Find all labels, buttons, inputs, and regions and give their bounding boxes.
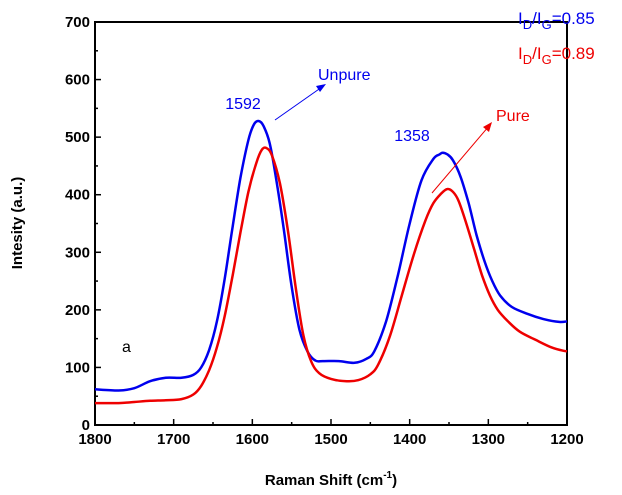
- y-tick-label: 700: [65, 14, 90, 31]
- series-line-unpure: [94, 119, 568, 392]
- x-tick-label: 1700: [157, 431, 190, 448]
- x-tick-label: 1500: [314, 431, 347, 448]
- series-line-pure: [94, 146, 568, 405]
- x-tick-label: 1300: [472, 431, 505, 448]
- ratio-pure: ID/IG=0.89: [518, 44, 595, 67]
- y-tick-label: 400: [65, 187, 90, 204]
- unpure-arrow: [274, 86, 323, 121]
- panel-letter: a: [122, 339, 131, 356]
- y-tick-label: 600: [65, 72, 90, 89]
- peak-1358-label: 1358: [394, 128, 430, 145]
- unpure-arrowhead: [316, 84, 326, 92]
- x-axis-title: Raman Shift (cm-1): [265, 470, 397, 489]
- peak-1592-label: 1592: [225, 96, 261, 113]
- y-tick-label: 300: [65, 244, 90, 261]
- pure-arrow: [431, 125, 490, 194]
- x-tick-label: 1200: [550, 431, 583, 448]
- pure-arrowhead: [483, 122, 492, 132]
- ticks: 1800 1700 1600 1500 1400 1300 1200 0 100 200 300 40…: [65, 14, 584, 448]
- unpure-label: Unpure: [318, 67, 371, 84]
- ratio-unpure: ID/IG=0.85: [518, 9, 595, 32]
- y-tick-label: 500: [65, 129, 90, 146]
- x-tick-label: 1600: [236, 431, 269, 448]
- y-tick-label: 100: [65, 359, 90, 376]
- y-tick-label: 200: [65, 302, 90, 319]
- y-tick-label: 0: [82, 417, 90, 434]
- x-tick-label: 1800: [78, 431, 111, 448]
- x-tick-label: 1400: [393, 431, 426, 448]
- y-axis-title: Intesity (a.u.): [9, 177, 26, 270]
- pure-label: Pure: [496, 108, 530, 125]
- series-layer: [94, 119, 568, 405]
